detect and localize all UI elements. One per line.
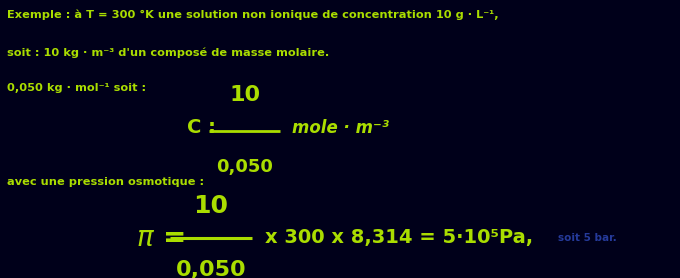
Text: mole · m⁻³: mole · m⁻³: [292, 119, 390, 137]
Text: 0,050: 0,050: [216, 158, 273, 176]
Text: soit : 10 kg · m⁻³ d'un composé de masse molaire.: soit : 10 kg · m⁻³ d'un composé de masse…: [7, 47, 329, 58]
Text: 0,050: 0,050: [175, 260, 246, 278]
Text: 0,050 kg · mol⁻¹ soit :: 0,050 kg · mol⁻¹ soit :: [7, 83, 146, 93]
Text: soit 5 bar.: soit 5 bar.: [558, 233, 616, 243]
Text: C :: C :: [187, 118, 216, 137]
Text: Exemple : à T = 300 °K une solution non ionique de concentration 10 g · L⁻¹,: Exemple : à T = 300 °K une solution non …: [7, 10, 498, 20]
Text: 10: 10: [229, 85, 260, 105]
Text: x 300 x 8,314 = 5·10⁵Pa,: x 300 x 8,314 = 5·10⁵Pa,: [265, 228, 533, 247]
Text: 10: 10: [193, 194, 228, 218]
Text: $\pi$ =: $\pi$ =: [136, 224, 185, 252]
Text: avec une pression osmotique :: avec une pression osmotique :: [7, 177, 204, 187]
